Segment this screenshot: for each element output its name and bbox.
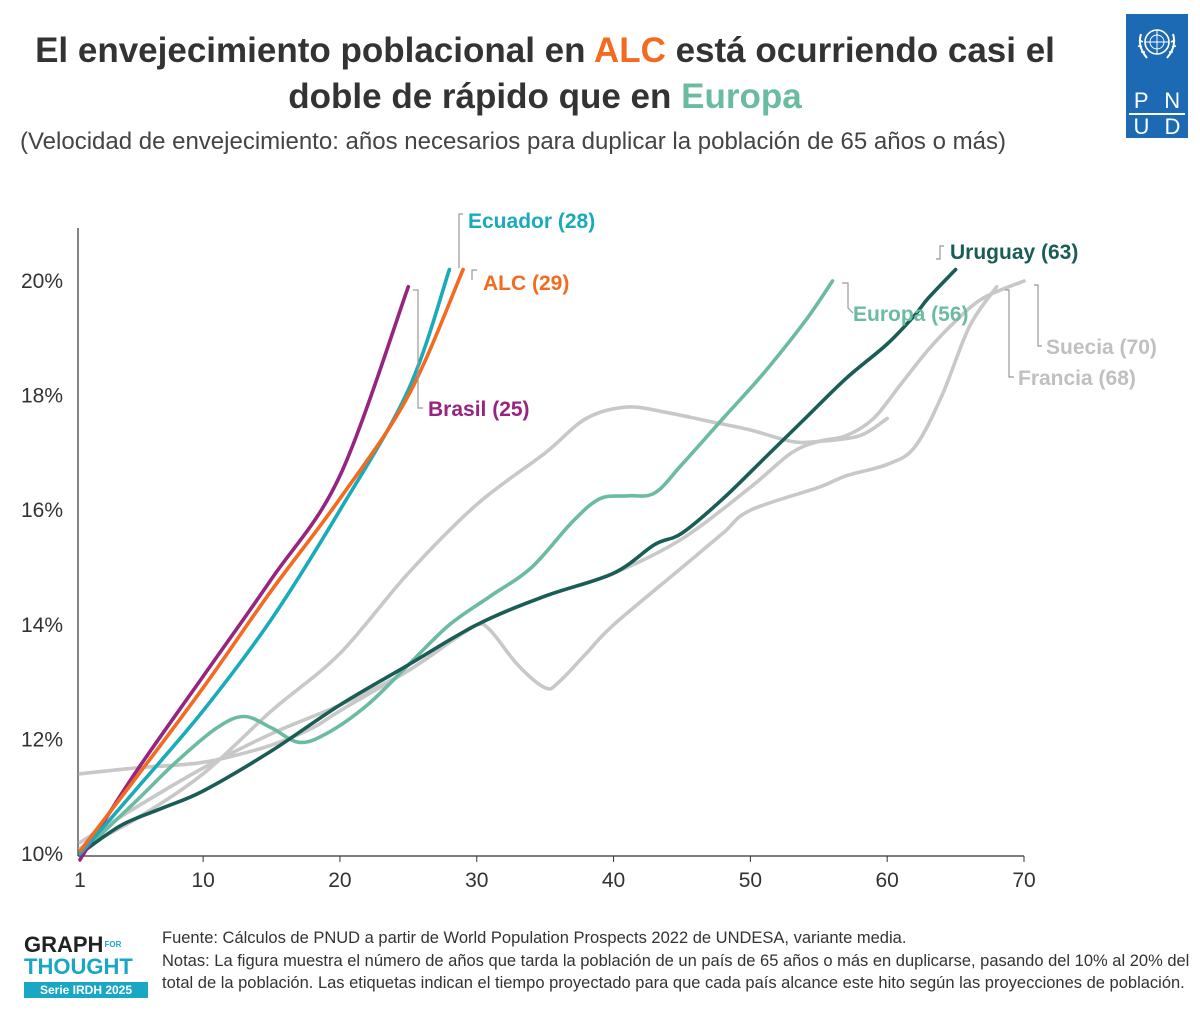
series-line-brasil-5	[78, 284, 411, 862]
logo-letter-u: U	[1133, 114, 1150, 139]
graph-for-thought-logo: GRAPHFOR THOUGHT Serie IRDH 2025	[24, 934, 150, 998]
leader-uruguay-63	[936, 245, 944, 260]
title-europa-highlight: Europa	[681, 77, 802, 116]
title-part3: doble de rápido que en	[288, 77, 682, 116]
series-label-ecuador-28: Ecuador (28)	[468, 210, 595, 233]
x-tick-label: 30	[465, 869, 488, 892]
series-label-suecia-70: Suecia (70)	[1046, 336, 1157, 359]
y-tick-label: 16%	[21, 499, 63, 522]
leader-suecia-70	[1034, 284, 1042, 347]
logo-letter-d: D	[1164, 114, 1181, 139]
series-label-alc-29: ALC (29)	[483, 272, 569, 295]
line-chart: 1 10 20 30 40 50 60 70 10% 12% 14% 16% 18% 20% Francia…	[21, 210, 1157, 892]
series-line-alc-7	[78, 267, 465, 853]
chart-subtitle: (Velocidad de envejecimiento: años neces…	[20, 128, 1006, 155]
source-text: Fuente: Cálculos de PNUD a partir de Wor…	[162, 929, 907, 947]
series-line-europa-3	[78, 279, 835, 856]
series-line-suecia-1	[78, 279, 1026, 845]
leader-europa-56	[842, 282, 854, 314]
title-part1: El envejecimiento poblacional en	[35, 31, 594, 70]
pnud-logo: P N U D	[1126, 14, 1188, 140]
series-label-uruguay-63: Uruguay (63)	[950, 241, 1078, 264]
leader-francia-68	[1005, 289, 1014, 378]
logo-letter-p: P	[1133, 88, 1149, 113]
x-tick-label: 10	[191, 869, 214, 892]
chart-title: El envejecimiento poblacional en ALC est…	[0, 28, 1090, 120]
x-tick-label: 20	[328, 869, 351, 892]
series-line-ecuador-6	[78, 267, 452, 856]
series-label-europa-56: Europa (56)	[853, 303, 969, 326]
title-part2: está ocurriendo casi el	[665, 31, 1055, 70]
series-line-francia-0	[78, 284, 999, 776]
x-tick-label: 40	[602, 869, 625, 892]
logo-row-2: U D	[1126, 114, 1188, 140]
footer-notes: Fuente: Cálculos de PNUD a partir de Wor…	[162, 927, 1192, 995]
logo-letter-n: N	[1164, 88, 1181, 113]
x-tick-label: 70	[1012, 869, 1035, 892]
brand-series-badge: Serie IRDH 2025	[24, 982, 148, 998]
x-tick-label: 50	[739, 869, 762, 892]
leader-brasil-25	[413, 289, 423, 409]
leader-ecuador-28	[458, 213, 463, 268]
y-tick-label: 10%	[21, 843, 63, 866]
brand-for: FOR	[104, 940, 122, 949]
series-line-uruguay-4	[78, 267, 958, 856]
title-alc-highlight: ALC	[593, 31, 666, 70]
un-emblem-icon	[1137, 29, 1177, 59]
leader-alc-29	[471, 269, 477, 280]
series-line-suecia-2	[78, 405, 889, 851]
y-tick-label: 14%	[21, 614, 63, 637]
series-label-francia-68: Francia (68)	[1018, 367, 1136, 390]
logo-divider	[1129, 113, 1185, 115]
brand-graph: GRAPH	[24, 932, 104, 957]
y-tick-label: 18%	[21, 385, 63, 408]
notes-text: Notas: La figura muestra el número de añ…	[162, 951, 1190, 993]
y-tick-label: 20%	[21, 270, 63, 293]
series-label-brasil-25: Brasil (25)	[428, 398, 530, 421]
logo-row-1: P N	[1126, 88, 1188, 114]
x-tick-label: 60	[876, 869, 899, 892]
y-tick-label: 12%	[21, 728, 63, 751]
x-tick-label: 1	[74, 869, 86, 892]
brand-thought: THOUGHT	[24, 954, 133, 979]
